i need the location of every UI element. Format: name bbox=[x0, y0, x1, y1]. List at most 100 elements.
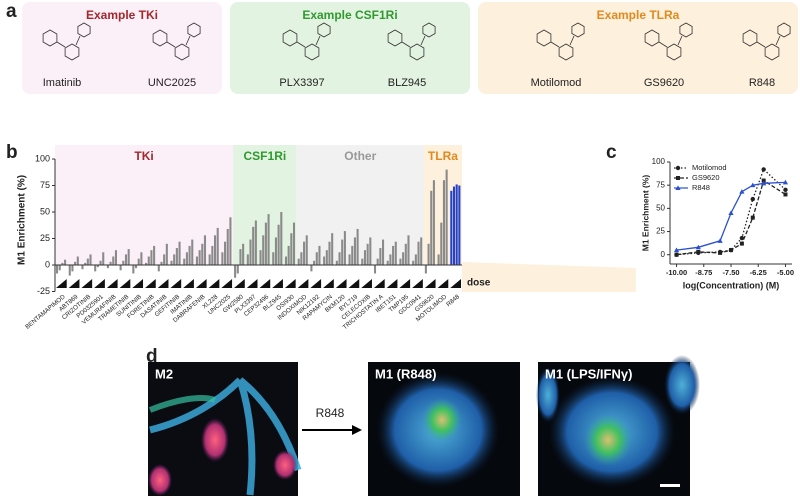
bar bbox=[262, 235, 265, 265]
group-box bbox=[478, 2, 798, 94]
bar bbox=[157, 265, 160, 272]
y-axis-label: M1 Enrichment (%) bbox=[17, 175, 28, 265]
bar bbox=[246, 254, 249, 265]
bar bbox=[420, 237, 423, 265]
dose-wedge bbox=[323, 279, 334, 288]
bar bbox=[404, 243, 407, 265]
bar bbox=[290, 233, 293, 265]
dose-wedge bbox=[94, 279, 105, 288]
panel-letter: a bbox=[6, 1, 17, 22]
dose-wedge bbox=[132, 279, 144, 288]
dose-wedge bbox=[335, 279, 347, 288]
bar bbox=[369, 237, 372, 265]
bar bbox=[338, 252, 341, 265]
dose-wedge bbox=[234, 279, 245, 288]
bar bbox=[175, 248, 178, 265]
legend-marker bbox=[675, 165, 681, 171]
data-point bbox=[750, 196, 755, 202]
bar bbox=[134, 265, 138, 269]
dose-wedge bbox=[246, 279, 258, 288]
bar bbox=[325, 250, 328, 265]
bar bbox=[68, 265, 71, 276]
bar bbox=[417, 241, 420, 265]
image-label: M2 bbox=[155, 366, 173, 381]
dose-wedge bbox=[259, 279, 271, 288]
region-background bbox=[55, 145, 234, 265]
structure bbox=[296, 41, 306, 48]
structure bbox=[166, 41, 176, 48]
structure bbox=[550, 41, 560, 48]
structure bbox=[317, 22, 331, 38]
bar bbox=[61, 262, 64, 265]
bar bbox=[440, 222, 443, 265]
dose-wedge bbox=[297, 279, 309, 288]
bar bbox=[427, 243, 430, 265]
structure bbox=[315, 35, 321, 46]
region-label: CSF1Ri bbox=[244, 149, 287, 163]
bar bbox=[414, 254, 417, 265]
compound-name: Imatinib bbox=[43, 77, 82, 89]
data-point bbox=[739, 189, 745, 194]
data-point bbox=[695, 244, 701, 250]
bar bbox=[81, 265, 84, 270]
bar bbox=[183, 258, 186, 265]
dose-wedge bbox=[399, 279, 411, 288]
y-axis-label: M1 Enrichment (%) bbox=[640, 175, 650, 252]
compound-name: PLX3397 bbox=[279, 77, 324, 89]
bar bbox=[277, 224, 280, 265]
bar bbox=[315, 252, 318, 265]
y-tick-label: 0 bbox=[661, 250, 666, 259]
x-tick-label: -8.75 bbox=[695, 268, 712, 277]
bar bbox=[221, 252, 224, 265]
bar bbox=[145, 262, 148, 265]
structure bbox=[387, 29, 403, 47]
bar bbox=[328, 241, 331, 265]
dose-wedge bbox=[348, 279, 360, 288]
structure bbox=[409, 43, 425, 61]
data-point bbox=[728, 210, 734, 215]
bar bbox=[366, 243, 369, 265]
micrograph bbox=[368, 362, 520, 496]
bar bbox=[185, 252, 188, 265]
legend-label: Motilomod bbox=[692, 163, 727, 172]
dose-wedge bbox=[208, 279, 220, 288]
structure bbox=[401, 41, 411, 48]
structure bbox=[422, 22, 436, 38]
bar bbox=[389, 254, 392, 265]
structure bbox=[742, 29, 758, 47]
bar bbox=[94, 265, 97, 272]
panel-letter: d bbox=[146, 346, 158, 367]
bar bbox=[450, 190, 453, 265]
region-background bbox=[296, 145, 424, 265]
bar bbox=[445, 169, 448, 265]
bar bbox=[323, 256, 326, 265]
bar bbox=[239, 249, 242, 265]
dose-wedge bbox=[106, 279, 118, 288]
bar bbox=[160, 261, 163, 265]
bar bbox=[280, 212, 283, 265]
bar bbox=[127, 249, 130, 265]
bar bbox=[284, 256, 288, 265]
dose-wedge bbox=[386, 279, 398, 288]
bar bbox=[191, 239, 194, 265]
data-point bbox=[761, 167, 766, 172]
structure bbox=[536, 29, 552, 47]
bar bbox=[318, 245, 321, 265]
series-line bbox=[676, 168, 786, 256]
bar bbox=[382, 239, 385, 265]
dose-wedge bbox=[145, 279, 156, 288]
data-point bbox=[739, 241, 744, 246]
bar bbox=[114, 250, 117, 265]
bar bbox=[203, 235, 207, 265]
dose-wedge bbox=[450, 279, 461, 288]
bar bbox=[264, 222, 267, 265]
bar bbox=[373, 265, 377, 274]
group-title: Example TLRa bbox=[597, 8, 680, 22]
bar bbox=[412, 260, 415, 265]
bar bbox=[163, 254, 166, 265]
data-point bbox=[739, 235, 745, 241]
region-label: Other bbox=[344, 149, 376, 163]
compound-name: R848 bbox=[749, 77, 775, 89]
data-point bbox=[696, 249, 701, 254]
legend-marker bbox=[676, 176, 680, 180]
